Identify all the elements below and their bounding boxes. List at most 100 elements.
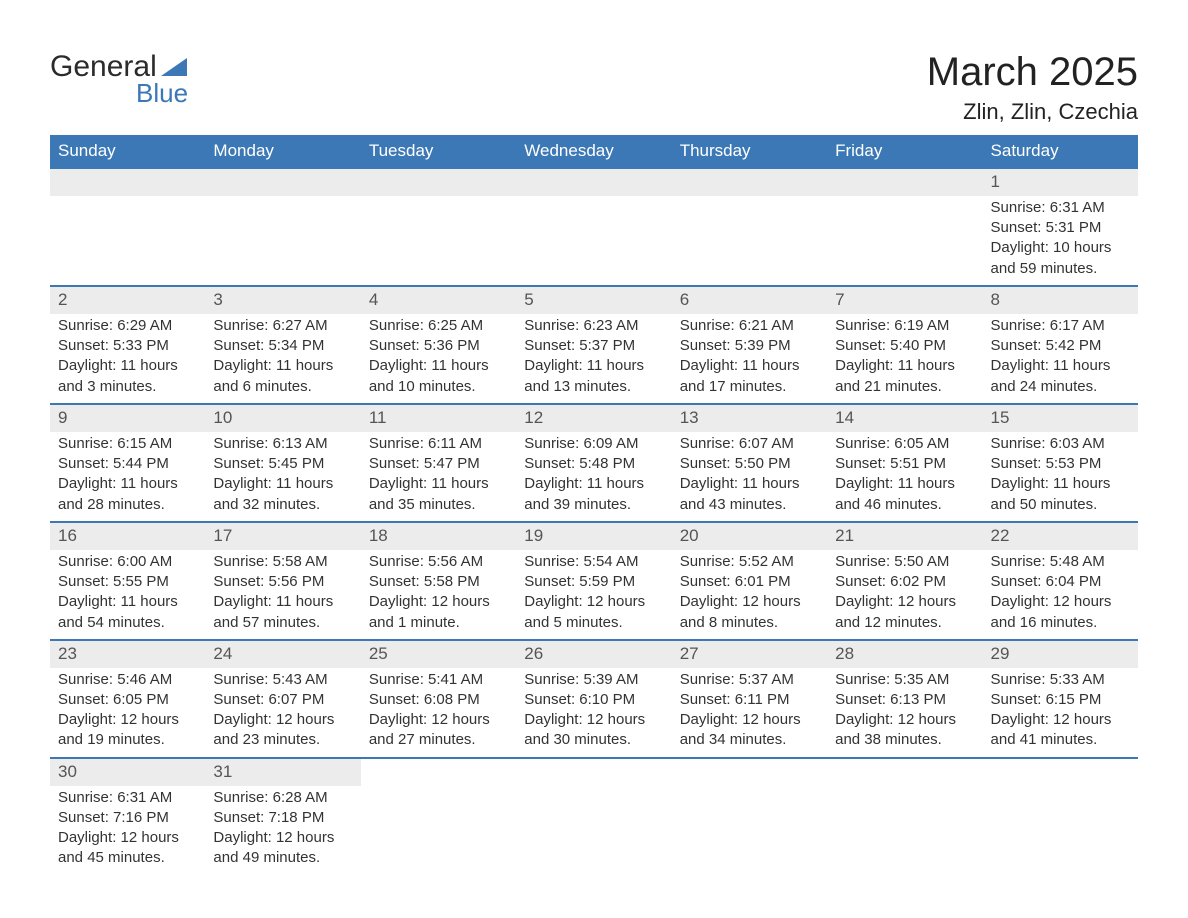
day-data-cell: Sunrise: 5:35 AMSunset: 6:13 PMDaylight:… — [827, 668, 982, 758]
sunrise-line: Sunrise: 6:13 AM — [213, 434, 352, 454]
day-data-cell — [827, 786, 982, 875]
day-data-cell: Sunrise: 5:37 AMSunset: 6:11 PMDaylight:… — [672, 668, 827, 758]
weekday-thursday: Thursday — [672, 135, 827, 168]
day-number-cell: 13 — [672, 404, 827, 432]
weekday-header-row: Sunday Monday Tuesday Wednesday Thursday… — [50, 135, 1138, 168]
day-data-cell — [205, 196, 360, 286]
daylight-line-1: Daylight: 12 hours — [524, 710, 663, 730]
daylight-line-2: and 24 minutes. — [991, 377, 1130, 397]
sunrise-line: Sunrise: 6:21 AM — [680, 316, 819, 336]
daylight-line-2: and 46 minutes. — [835, 495, 974, 515]
month-title: March 2025 — [927, 50, 1138, 95]
sunrise-line: Sunrise: 6:03 AM — [991, 434, 1130, 454]
sunrise-line: Sunrise: 6:25 AM — [369, 316, 508, 336]
weekday-sunday: Sunday — [50, 135, 205, 168]
daylight-line-1: Daylight: 11 hours — [524, 474, 663, 494]
day-number-cell: 12 — [516, 404, 671, 432]
day-data-cell: Sunrise: 5:43 AMSunset: 6:07 PMDaylight:… — [205, 668, 360, 758]
day-data-cell: Sunrise: 6:00 AMSunset: 5:55 PMDaylight:… — [50, 550, 205, 640]
day-data-cell: Sunrise: 5:54 AMSunset: 5:59 PMDaylight:… — [516, 550, 671, 640]
daylight-line-2: and 27 minutes. — [369, 730, 508, 750]
daylight-line-1: Daylight: 12 hours — [213, 710, 352, 730]
day-data-cell — [983, 786, 1138, 875]
day-data-cell: Sunrise: 5:48 AMSunset: 6:04 PMDaylight:… — [983, 550, 1138, 640]
sunrise-line: Sunrise: 6:29 AM — [58, 316, 197, 336]
day-number-cell: 1 — [983, 168, 1138, 196]
day-number-cell: 18 — [361, 522, 516, 550]
day-data-cell: Sunrise: 5:56 AMSunset: 5:58 PMDaylight:… — [361, 550, 516, 640]
day-data-cell: Sunrise: 5:41 AMSunset: 6:08 PMDaylight:… — [361, 668, 516, 758]
sunset-line: Sunset: 5:58 PM — [369, 572, 508, 592]
daylight-line-1: Daylight: 11 hours — [58, 474, 197, 494]
day-number-cell: 23 — [50, 640, 205, 668]
daylight-line-1: Daylight: 12 hours — [680, 710, 819, 730]
sunrise-line: Sunrise: 5:52 AM — [680, 552, 819, 572]
sunset-line: Sunset: 5:47 PM — [369, 454, 508, 474]
sunrise-line: Sunrise: 6:31 AM — [991, 198, 1130, 218]
sunset-line: Sunset: 5:48 PM — [524, 454, 663, 474]
daylight-line-1: Daylight: 11 hours — [58, 592, 197, 612]
daylight-line-1: Daylight: 11 hours — [213, 356, 352, 376]
daylight-line-1: Daylight: 11 hours — [835, 474, 974, 494]
sunset-line: Sunset: 6:15 PM — [991, 690, 1130, 710]
sunset-line: Sunset: 5:53 PM — [991, 454, 1130, 474]
day-data-cell: Sunrise: 6:15 AMSunset: 5:44 PMDaylight:… — [50, 432, 205, 522]
day-data-cell: Sunrise: 6:13 AMSunset: 5:45 PMDaylight:… — [205, 432, 360, 522]
daylight-line-1: Daylight: 12 hours — [835, 710, 974, 730]
header: General Blue March 2025 Zlin, Zlin, Czec… — [50, 50, 1138, 125]
daylight-line-2: and 23 minutes. — [213, 730, 352, 750]
sunrise-line: Sunrise: 5:50 AM — [835, 552, 974, 572]
day-number-cell — [361, 168, 516, 196]
logo-text-blue: Blue — [136, 78, 188, 109]
sunset-line: Sunset: 5:56 PM — [213, 572, 352, 592]
sunset-line: Sunset: 6:04 PM — [991, 572, 1130, 592]
day-number-cell — [827, 758, 982, 786]
day-number-cell — [205, 168, 360, 196]
daylight-line-2: and 3 minutes. — [58, 377, 197, 397]
daylight-line-1: Daylight: 11 hours — [835, 356, 974, 376]
day-data-row: Sunrise: 6:31 AMSunset: 5:31 PMDaylight:… — [50, 196, 1138, 286]
daylight-line-2: and 32 minutes. — [213, 495, 352, 515]
day-data-row: Sunrise: 5:46 AMSunset: 6:05 PMDaylight:… — [50, 668, 1138, 758]
daylight-line-2: and 19 minutes. — [58, 730, 197, 750]
weekday-saturday: Saturday — [983, 135, 1138, 168]
sunset-line: Sunset: 6:08 PM — [369, 690, 508, 710]
day-data-cell: Sunrise: 6:17 AMSunset: 5:42 PMDaylight:… — [983, 314, 1138, 404]
sunset-line: Sunset: 5:34 PM — [213, 336, 352, 356]
day-data-cell: Sunrise: 6:28 AMSunset: 7:18 PMDaylight:… — [205, 786, 360, 875]
sunset-line: Sunset: 5:45 PM — [213, 454, 352, 474]
day-number-cell — [516, 758, 671, 786]
day-number-cell: 21 — [827, 522, 982, 550]
sunset-line: Sunset: 5:51 PM — [835, 454, 974, 474]
day-number-cell: 24 — [205, 640, 360, 668]
sunrise-line: Sunrise: 6:05 AM — [835, 434, 974, 454]
sunset-line: Sunset: 5:36 PM — [369, 336, 508, 356]
sunset-line: Sunset: 5:37 PM — [524, 336, 663, 356]
sunrise-line: Sunrise: 5:33 AM — [991, 670, 1130, 690]
daylight-line-1: Daylight: 11 hours — [58, 356, 197, 376]
day-data-cell: Sunrise: 6:05 AMSunset: 5:51 PMDaylight:… — [827, 432, 982, 522]
daylight-line-2: and 59 minutes. — [991, 259, 1130, 279]
sunset-line: Sunset: 6:10 PM — [524, 690, 663, 710]
day-data-cell: Sunrise: 6:23 AMSunset: 5:37 PMDaylight:… — [516, 314, 671, 404]
day-number-cell: 2 — [50, 286, 205, 314]
weekday-friday: Friday — [827, 135, 982, 168]
day-data-cell: Sunrise: 6:31 AMSunset: 7:16 PMDaylight:… — [50, 786, 205, 875]
title-block: March 2025 Zlin, Zlin, Czechia — [927, 50, 1138, 125]
day-data-cell: Sunrise: 6:21 AMSunset: 5:39 PMDaylight:… — [672, 314, 827, 404]
day-number-cell — [827, 168, 982, 196]
day-number-row: 3031 — [50, 758, 1138, 786]
day-data-cell: Sunrise: 6:03 AMSunset: 5:53 PMDaylight:… — [983, 432, 1138, 522]
day-data-cell: Sunrise: 6:31 AMSunset: 5:31 PMDaylight:… — [983, 196, 1138, 286]
sunset-line: Sunset: 5:40 PM — [835, 336, 974, 356]
day-number-cell: 7 — [827, 286, 982, 314]
sunset-line: Sunset: 7:16 PM — [58, 808, 197, 828]
daylight-line-1: Daylight: 12 hours — [369, 592, 508, 612]
daylight-line-2: and 45 minutes. — [58, 848, 197, 868]
day-number-cell: 3 — [205, 286, 360, 314]
sunset-line: Sunset: 5:42 PM — [991, 336, 1130, 356]
day-data-cell: Sunrise: 5:46 AMSunset: 6:05 PMDaylight:… — [50, 668, 205, 758]
sunrise-line: Sunrise: 6:15 AM — [58, 434, 197, 454]
calendar-table: Sunday Monday Tuesday Wednesday Thursday… — [50, 135, 1138, 875]
sunrise-line: Sunrise: 6:31 AM — [58, 788, 197, 808]
